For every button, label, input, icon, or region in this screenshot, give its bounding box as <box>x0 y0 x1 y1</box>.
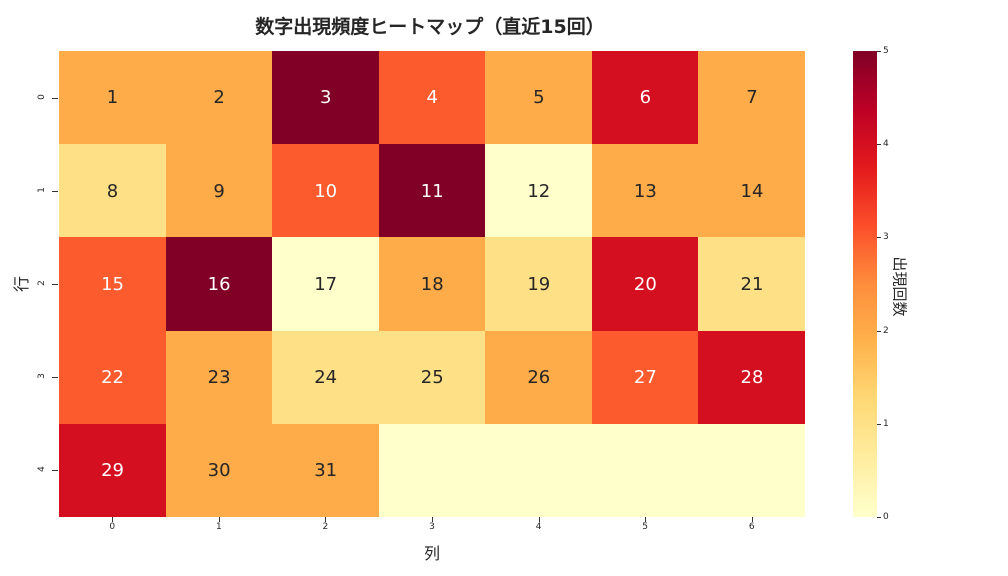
x-tick-label: 1 <box>215 522 222 532</box>
x-tick-label: 6 <box>748 522 755 532</box>
heatmap-cell: 31 <box>272 423 380 518</box>
heatmap-cell: 1 <box>59 51 167 145</box>
y-tick <box>52 97 58 99</box>
heatmap-cell: 17 <box>272 237 380 332</box>
heatmap-cell: 15 <box>59 237 167 332</box>
heatmap-cell: 6 <box>591 51 699 145</box>
heatmap-cell: 9 <box>165 144 273 238</box>
x-tick <box>218 517 220 522</box>
colorbar-tick <box>877 517 881 518</box>
heatmap-cell: 18 <box>378 237 486 332</box>
colorbar-tick <box>877 330 881 332</box>
heatmap-cell: 25 <box>378 330 486 425</box>
x-tick-label: 5 <box>642 522 648 532</box>
y-tick-label: 0 <box>37 93 47 100</box>
heatmap-cell: 30 <box>165 423 273 518</box>
heatmap-cell: 10 <box>272 144 380 238</box>
colorbar-tick <box>877 144 881 146</box>
x-axis-label: 列 <box>423 544 440 563</box>
heatmap-cell: 3 <box>272 51 380 145</box>
heatmap-cell: 29 <box>59 423 167 518</box>
heatmap-cell: 26 <box>485 330 593 425</box>
colorbar-tick-label: 2 <box>883 325 889 336</box>
y-tick <box>52 284 58 285</box>
heatmap-cell: 13 <box>591 144 699 238</box>
heatmap-cell: 8 <box>59 144 167 238</box>
y-tick <box>52 190 58 192</box>
y-tick-label: 4 <box>37 466 47 473</box>
y-tick <box>52 470 58 472</box>
heatmap-cell: 20 <box>591 237 699 332</box>
chart-title: 数字出現頻度ヒートマップ（直近15回） <box>255 16 605 38</box>
heatmap-cell: 21 <box>698 237 806 332</box>
y-tick-label: 3 <box>37 373 47 380</box>
heatmap-cell: 24 <box>272 330 380 425</box>
heatmap-cell: 5 <box>485 51 593 145</box>
colorbar-tick-label: 0 <box>883 512 889 522</box>
heatmap-cell <box>485 423 593 518</box>
colorbar-tick-label: 5 <box>883 46 889 56</box>
colorbar <box>853 51 877 517</box>
heatmap-cell: 14 <box>698 144 806 238</box>
x-tick-label: 2 <box>322 522 329 532</box>
heatmap-cell <box>378 423 486 518</box>
x-tick-label: 0 <box>109 522 116 532</box>
x-tick <box>538 517 540 522</box>
y-tick-label: 2 <box>37 280 47 286</box>
heatmap-cell: 28 <box>698 330 806 425</box>
x-tick <box>751 517 753 522</box>
x-tick-label: 3 <box>429 522 435 532</box>
heatmap-cell: 22 <box>59 330 167 425</box>
colorbar-tick-label: 1 <box>883 418 889 429</box>
heatmap-cell: 16 <box>165 237 273 332</box>
heatmap-cell: 7 <box>698 51 806 145</box>
heatmap-cell: 4 <box>378 51 486 145</box>
colorbar-label: 出現回数 <box>890 256 909 317</box>
x-tick <box>432 517 433 522</box>
heatmap-cell: 19 <box>485 237 593 332</box>
colorbar-tick <box>877 237 881 239</box>
y-tick <box>52 377 58 379</box>
colorbar-tick-label: 3 <box>883 232 889 243</box>
heatmap-cell: 27 <box>591 330 699 425</box>
x-tick <box>112 517 114 522</box>
heatmap-cell <box>698 423 806 518</box>
heatmap-cell: 2 <box>165 51 273 145</box>
heatmap-grid: 1 2 3 4 5 6 7 8 9 10 11 12 13 14 15 16 17 18 19 20 21 22 23 24 2… <box>59 51 806 518</box>
heatmap-cell: 12 <box>485 144 593 238</box>
x-tick <box>645 517 647 522</box>
colorbar-tick <box>877 51 881 52</box>
heatmap-cell <box>591 423 699 518</box>
x-tick-label: 4 <box>535 522 542 532</box>
heatmap-cell: 23 <box>165 330 273 425</box>
colorbar-tick-label: 4 <box>883 139 889 150</box>
y-tick-label: 1 <box>37 186 47 193</box>
x-tick <box>325 517 327 522</box>
colorbar-tick <box>877 423 881 425</box>
y-axis-label: 行 <box>12 275 32 293</box>
heatmap-cell: 11 <box>378 144 486 238</box>
